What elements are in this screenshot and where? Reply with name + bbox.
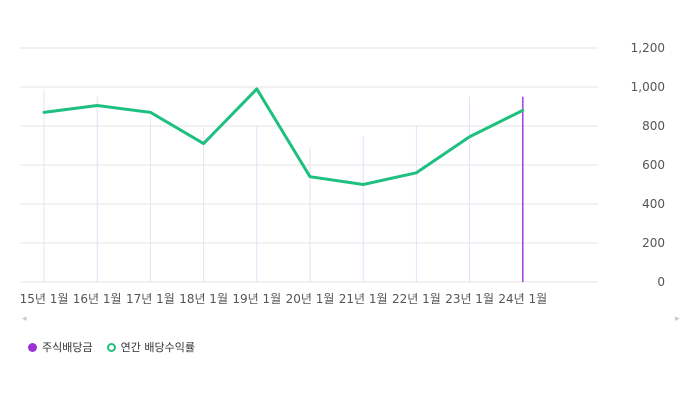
x-tick-label: 21년 1월 bbox=[339, 292, 388, 306]
x-tick-label: 18년 1월 bbox=[179, 292, 228, 306]
x-tick-label: 24년 1월 bbox=[498, 292, 547, 306]
legend-dividend-label: 주식배당금 bbox=[42, 341, 93, 354]
legend-dividend-swatch-icon bbox=[28, 342, 37, 352]
x-axis-ticks: 15년 1월 16년 1월 17년 1월 18년 1월 19년 1월 20년 1월 21년 … bbox=[20, 292, 548, 306]
x-tick-label: 22년 1월 bbox=[392, 292, 441, 306]
y-tick-label: 1,200 bbox=[631, 41, 665, 55]
y-tick-label: 200 bbox=[642, 236, 665, 250]
legend-item-dividend[interactable]: 주식배당금 bbox=[28, 339, 93, 355]
legend-yield-label: 연간 배당수익률 bbox=[120, 341, 195, 354]
dividend-bars bbox=[43, 88, 524, 282]
legend-yield-swatch-icon bbox=[106, 342, 116, 352]
dividend-chart: 15년 1월 16년 1월 17년 1월 18년 1월 19년 1월 20년 1월 21년 … bbox=[20, 41, 665, 306]
y-tick-label: 400 bbox=[642, 197, 665, 211]
x-tick-label: 23년 1월 bbox=[445, 292, 494, 306]
scroll-left-icon[interactable]: ◂ bbox=[22, 314, 27, 324]
legend: 주식배당금 연간 배당수익률 bbox=[28, 339, 195, 355]
x-tick-label: 20년 1월 bbox=[286, 292, 335, 306]
x-tick-label: 17년 1월 bbox=[126, 292, 175, 306]
yield-series-line bbox=[42, 87, 525, 186]
x-tick-label: 15년 1월 bbox=[20, 292, 69, 306]
x-tick-label: 16년 1월 bbox=[73, 292, 122, 306]
y-tick-label: 0 bbox=[657, 275, 665, 289]
gridlines bbox=[20, 47, 598, 283]
legend-item-yield[interactable]: 연간 배당수익률 bbox=[106, 339, 195, 355]
x-tick-label: 19년 1월 bbox=[232, 292, 281, 306]
y-tick-label: 1,000 bbox=[631, 80, 665, 94]
y-tick-label: 800 bbox=[642, 119, 665, 133]
scroll-right-icon[interactable]: ▸ bbox=[675, 314, 680, 324]
y-axis-ticks: 0 200 400 600 800 1,000 1,200 bbox=[631, 41, 665, 289]
yield-line bbox=[42, 87, 525, 186]
y-tick-label: 600 bbox=[642, 158, 665, 172]
